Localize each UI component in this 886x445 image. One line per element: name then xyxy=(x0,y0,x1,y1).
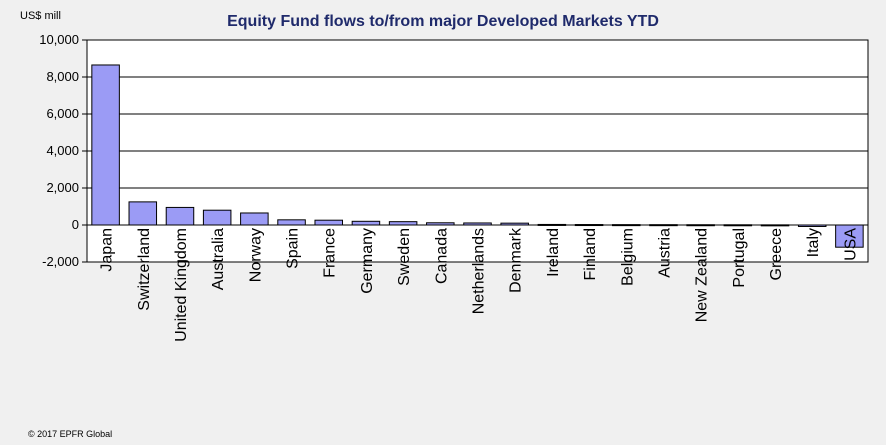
bar-australia xyxy=(202,209,232,226)
copyright-credit: © 2017 EPFR Global xyxy=(28,429,112,439)
bar-switzerland xyxy=(128,201,158,226)
x-tick-label: Belgium xyxy=(619,228,636,286)
bar-portugal xyxy=(723,224,753,227)
x-tick-label: Portugal xyxy=(731,228,748,288)
x-tick-label: Denmark xyxy=(508,227,525,293)
bar-united-kingdom xyxy=(165,206,195,226)
x-tick-label: Italy xyxy=(805,228,822,257)
y-tick-label: 8,000 xyxy=(46,69,79,84)
bar-canada xyxy=(426,222,455,226)
bar-new-zealand xyxy=(686,224,715,227)
x-tick-label: New Zealand xyxy=(694,228,711,322)
x-tick-label: Austria xyxy=(656,228,673,278)
x-tick-label: Japan xyxy=(99,228,116,272)
x-axis-ticks: Japan Switzerland United Kingdom Australia N… xyxy=(99,227,860,342)
x-tick-label: Australia xyxy=(210,228,227,290)
x-tick-label: Norway xyxy=(247,228,264,282)
bar-japan xyxy=(91,64,120,226)
bar-italy xyxy=(797,224,827,227)
x-tick-label: Canada xyxy=(433,228,450,284)
x-tick-label: Sweden xyxy=(396,228,413,286)
x-tick-label: Germany xyxy=(359,228,376,294)
y-unit-label: US$ mill xyxy=(20,10,61,22)
x-tick-label: United Kingdom xyxy=(173,228,190,342)
bar-belgium xyxy=(612,224,641,227)
y-tick-label: 0 xyxy=(72,217,79,232)
y-axis-ticks: 10,000 8,000 6,000 4,000 2,000 0 -2,000 xyxy=(39,32,87,269)
x-tick-label: Greece xyxy=(768,228,785,281)
y-tick-label: 2,000 xyxy=(46,180,79,195)
bar-greece xyxy=(760,224,790,227)
y-tick-label: -2,000 xyxy=(42,254,79,269)
bar-sweden xyxy=(388,221,418,226)
x-tick-label: Netherlands xyxy=(471,228,488,314)
x-tick-label: Finland xyxy=(582,228,599,280)
bar-usa xyxy=(835,224,864,248)
bar-germany xyxy=(351,220,381,226)
x-tick-label: Switzerland xyxy=(136,228,153,311)
bar-denmark xyxy=(500,222,529,226)
bar-netherlands xyxy=(463,222,492,226)
x-tick-label: USA xyxy=(842,228,859,261)
bar-austria xyxy=(649,224,678,227)
y-tick-label: 10,000 xyxy=(39,32,79,47)
chart-title: Equity Fund flows to/from major Develope… xyxy=(227,13,659,30)
bar-spain xyxy=(277,219,306,226)
x-tick-label: France xyxy=(322,228,339,278)
bars xyxy=(91,64,864,248)
x-tick-label: Ireland xyxy=(545,228,562,277)
bar-norway xyxy=(240,212,269,226)
y-tick-label: 6,000 xyxy=(46,106,79,121)
bar-finland xyxy=(574,224,604,227)
bar-ireland xyxy=(537,223,567,226)
x-tick-label: Spain xyxy=(285,228,302,269)
bar-france xyxy=(314,219,343,226)
y-tick-label: 4,000 xyxy=(46,143,79,158)
